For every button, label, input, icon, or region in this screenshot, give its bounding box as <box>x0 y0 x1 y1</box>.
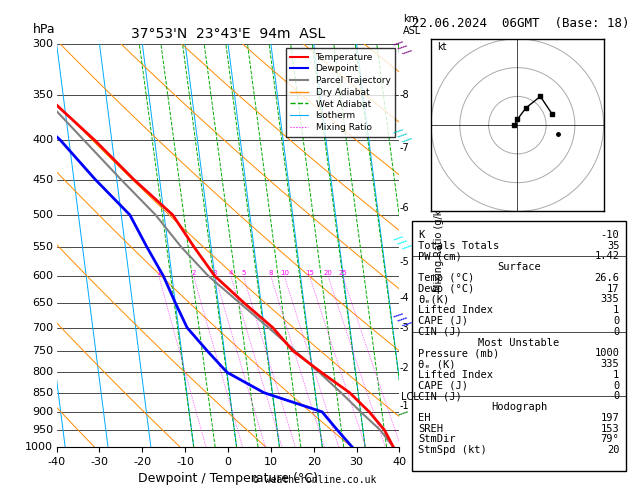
Text: 79°: 79° <box>601 434 620 444</box>
Text: -7: -7 <box>399 143 409 154</box>
Text: 1: 1 <box>613 370 620 380</box>
Text: Most Unstable: Most Unstable <box>478 337 560 347</box>
Text: Temp (°C): Temp (°C) <box>418 273 475 283</box>
Text: ///: /// <box>391 310 412 331</box>
Text: 700: 700 <box>32 323 53 332</box>
Text: /: / <box>396 407 407 419</box>
Text: -10: -10 <box>601 230 620 240</box>
Text: Lifted Index: Lifted Index <box>418 370 493 380</box>
Text: 26.6: 26.6 <box>594 273 620 283</box>
Text: CAPE (J): CAPE (J) <box>418 316 469 326</box>
Text: km
ASL: km ASL <box>403 14 421 35</box>
Text: 350: 350 <box>32 90 53 101</box>
Text: 153: 153 <box>601 424 620 434</box>
Text: -4: -4 <box>399 293 409 303</box>
X-axis label: Dewpoint / Temperature (°C): Dewpoint / Temperature (°C) <box>138 472 318 486</box>
Text: 800: 800 <box>32 367 53 377</box>
Text: -8: -8 <box>399 90 409 101</box>
Text: Lifted Index: Lifted Index <box>418 305 493 315</box>
Text: 35: 35 <box>607 241 620 251</box>
Legend: Temperature, Dewpoint, Parcel Trajectory, Dry Adiabat, Wet Adiabat, Isotherm, Mi: Temperature, Dewpoint, Parcel Trajectory… <box>286 48 395 137</box>
Text: -5: -5 <box>399 257 409 267</box>
Text: ///: /// <box>391 232 412 254</box>
Text: 15: 15 <box>305 270 314 276</box>
Text: 25: 25 <box>338 270 347 276</box>
Text: LCL: LCL <box>401 392 418 401</box>
Text: 550: 550 <box>32 242 53 252</box>
Text: Surface: Surface <box>497 262 541 272</box>
Text: 1: 1 <box>613 305 620 315</box>
Text: 0: 0 <box>613 327 620 337</box>
Text: CIN (J): CIN (J) <box>418 327 462 337</box>
Text: K: K <box>418 230 425 240</box>
Text: 17: 17 <box>607 284 620 294</box>
Text: CAPE (J): CAPE (J) <box>418 381 469 391</box>
Text: © weatheronline.co.uk: © weatheronline.co.uk <box>253 475 376 485</box>
Text: 10: 10 <box>280 270 289 276</box>
Text: 335: 335 <box>601 295 620 304</box>
Text: Pressure (mb): Pressure (mb) <box>418 348 499 358</box>
Text: 20: 20 <box>324 270 333 276</box>
Text: kt: kt <box>437 42 447 52</box>
Text: 0: 0 <box>613 391 620 401</box>
Text: CIN (J): CIN (J) <box>418 391 462 401</box>
Text: 0: 0 <box>613 316 620 326</box>
Text: 22.06.2024  06GMT  (Base: 18): 22.06.2024 06GMT (Base: 18) <box>412 17 629 30</box>
Text: 335: 335 <box>601 359 620 369</box>
Text: SREH: SREH <box>418 424 443 434</box>
Text: 850: 850 <box>32 388 53 398</box>
Text: ///: /// <box>391 125 412 147</box>
Text: 450: 450 <box>32 174 53 185</box>
Text: 300: 300 <box>32 39 53 49</box>
Text: 400: 400 <box>32 135 53 145</box>
Text: ///: /// <box>391 38 412 59</box>
Text: 1000: 1000 <box>594 348 620 358</box>
Text: EH: EH <box>418 413 431 423</box>
Text: θₑ(K): θₑ(K) <box>418 295 450 304</box>
Text: 950: 950 <box>32 425 53 435</box>
Text: 1: 1 <box>157 270 161 276</box>
Text: θₑ (K): θₑ (K) <box>418 359 456 369</box>
Text: 4: 4 <box>228 270 233 276</box>
Text: Hodograph: Hodograph <box>491 402 547 412</box>
Text: -2: -2 <box>399 363 409 373</box>
Text: 5: 5 <box>241 270 245 276</box>
Text: 900: 900 <box>32 407 53 417</box>
Text: hPa: hPa <box>33 23 55 35</box>
Text: 1.42: 1.42 <box>594 251 620 261</box>
Text: 500: 500 <box>32 210 53 220</box>
Text: 3: 3 <box>213 270 217 276</box>
Text: 8: 8 <box>269 270 273 276</box>
Text: StmDir: StmDir <box>418 434 456 444</box>
Text: 600: 600 <box>32 271 53 281</box>
Text: 750: 750 <box>32 346 53 356</box>
Text: -1: -1 <box>399 401 409 411</box>
Text: -3: -3 <box>399 323 409 332</box>
Text: 0: 0 <box>613 381 620 391</box>
Text: 20: 20 <box>607 445 620 455</box>
Title: 37°53'N  23°43'E  94m  ASL: 37°53'N 23°43'E 94m ASL <box>131 27 325 41</box>
Text: 650: 650 <box>32 298 53 308</box>
Text: Totals Totals: Totals Totals <box>418 241 499 251</box>
Text: -6: -6 <box>399 203 409 213</box>
Text: Dewp (°C): Dewp (°C) <box>418 284 475 294</box>
Text: Mixing Ratio (g/kg): Mixing Ratio (g/kg) <box>434 199 443 292</box>
Text: StmSpd (kt): StmSpd (kt) <box>418 445 487 455</box>
Text: 197: 197 <box>601 413 620 423</box>
Text: 2: 2 <box>191 270 196 276</box>
Text: PW (cm): PW (cm) <box>418 251 462 261</box>
Text: 1000: 1000 <box>25 442 53 452</box>
